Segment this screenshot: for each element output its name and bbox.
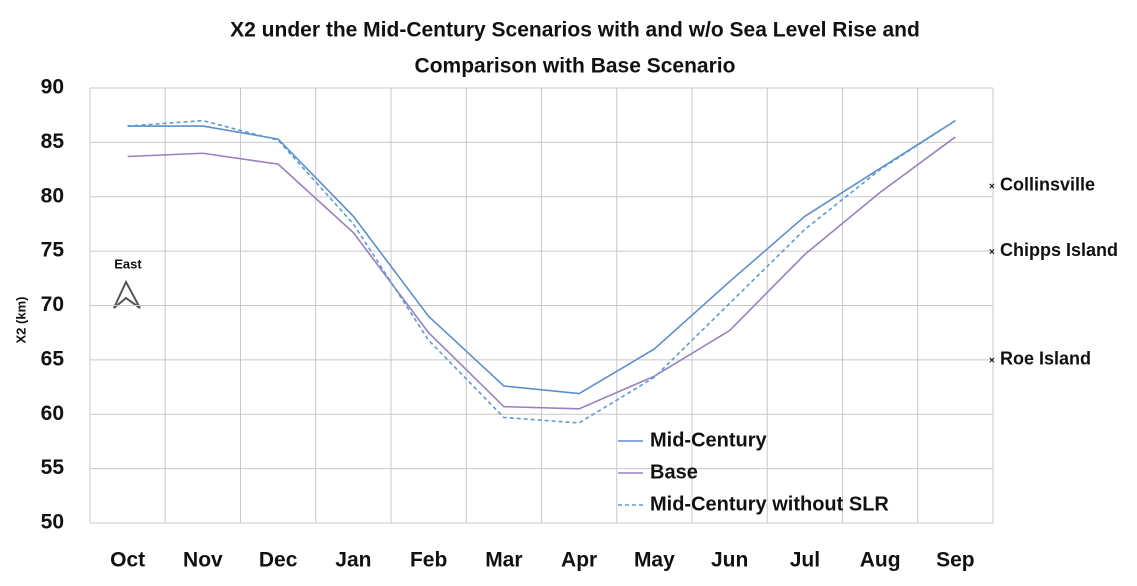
series-line — [127, 119, 956, 424]
chart-title: X2 under the Mid-Century Scenarios with … — [230, 19, 920, 42]
y-tick-label: 80 — [41, 184, 64, 207]
x-tick-label: Feb — [410, 549, 447, 572]
y-tick-label: 75 — [41, 239, 65, 262]
y-tick-label: 60 — [41, 402, 64, 425]
y-tick-label: 55 — [41, 456, 65, 479]
annotation-label: Roe Island — [1000, 349, 1091, 369]
x-tick-label: Mar — [485, 549, 522, 572]
series-line — [127, 136, 956, 410]
x-tick-label: Aug — [860, 549, 901, 572]
annotation-label: Chipps Island — [1000, 240, 1118, 260]
x-tick-label: Jul — [790, 549, 820, 572]
legend-label: Mid-Century without SLR — [650, 493, 889, 515]
x-tick-label: Dec — [259, 549, 298, 572]
x-tick-label: Jun — [711, 549, 748, 572]
x-tick-label: Nov — [183, 549, 223, 572]
annotation-marker: × — [989, 247, 995, 258]
y-tick-label: 85 — [41, 130, 65, 153]
annotation-marker: × — [989, 356, 995, 367]
y-axis-label: X2 (km) — [13, 297, 28, 344]
y-tick-label: 90 — [41, 76, 64, 99]
y-tick-label: 70 — [41, 293, 64, 316]
chart-title: Comparison with Base Scenario — [415, 55, 736, 78]
x-tick-label: May — [634, 549, 675, 572]
x-tick-label: Jan — [335, 549, 371, 572]
x-tick-label: Oct — [110, 549, 145, 572]
compass-label: East — [114, 256, 142, 271]
y-tick-label: 65 — [41, 347, 65, 370]
compass-arrow — [113, 279, 141, 309]
x-tick-label: Apr — [561, 549, 597, 572]
annotation-label: Collinsville — [1000, 175, 1095, 195]
legend-label: Mid-Century — [650, 429, 768, 451]
legend-label: Base — [650, 461, 698, 483]
x-tick-label: Sep — [936, 549, 975, 572]
annotation-marker: × — [989, 182, 995, 193]
y-tick-label: 50 — [41, 511, 64, 534]
